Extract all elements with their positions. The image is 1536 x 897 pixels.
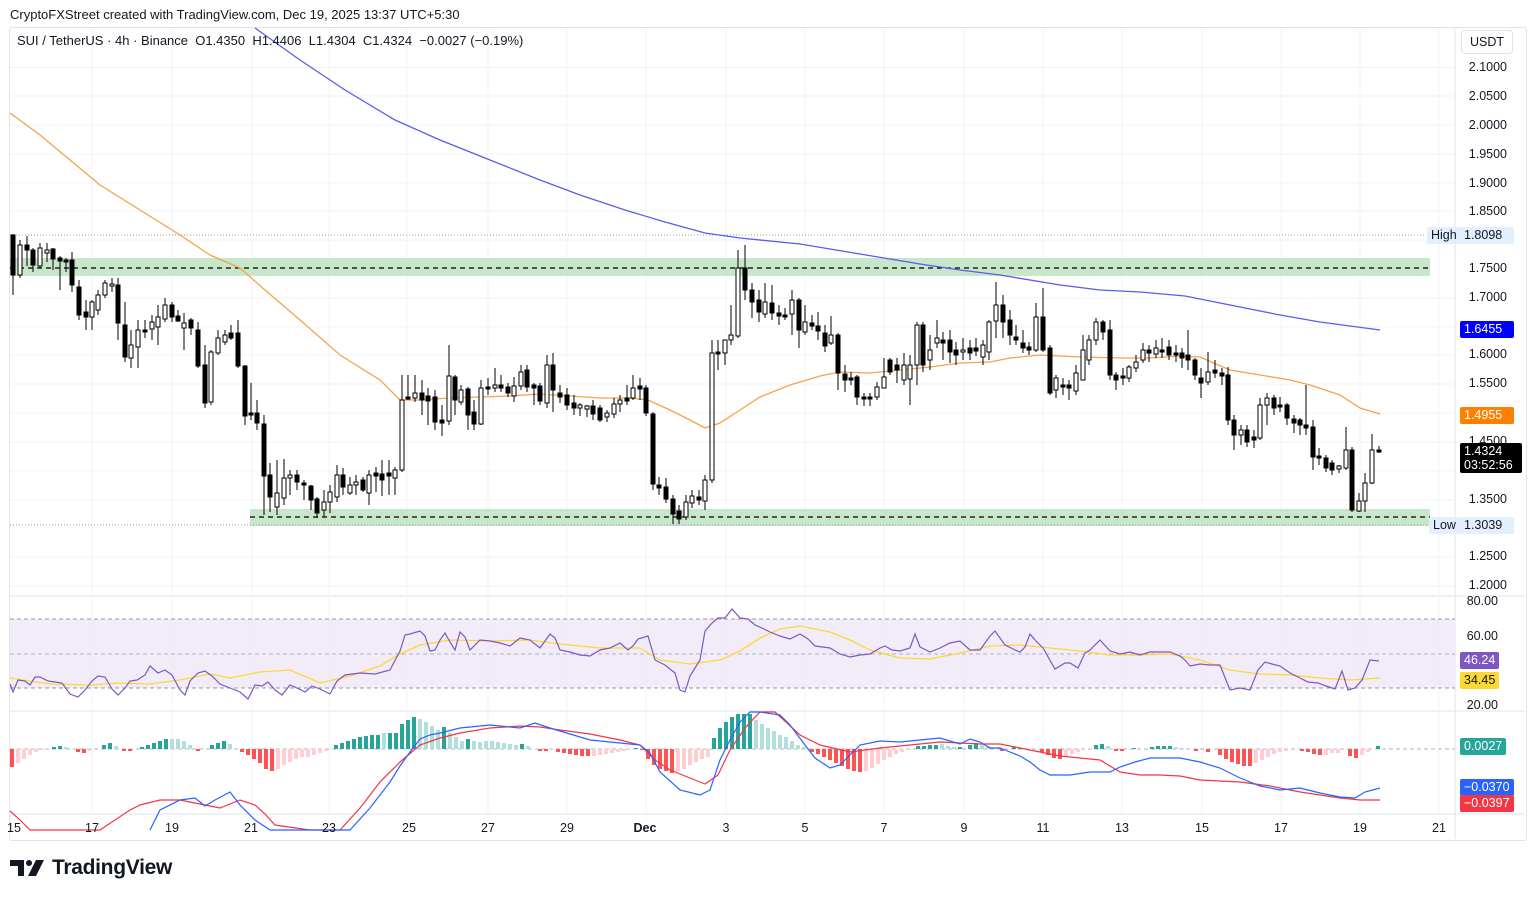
price-tick: 1.2000 xyxy=(1468,578,1507,592)
bar-countdown: 03:52:56 xyxy=(1464,458,1513,472)
rsi-value-tag: 46.24 xyxy=(1460,652,1500,669)
last-price-value: 1.4324 xyxy=(1464,444,1503,458)
tradingview-logo-text: TradingView xyxy=(52,856,173,879)
macd-value-tag: −0.0370 xyxy=(1460,779,1514,796)
chart-frame xyxy=(9,27,1527,841)
time-tick: 3 xyxy=(722,821,730,835)
macd-histogram-tag: 0.0027 xyxy=(1460,738,1507,755)
price-tick: 2.1000 xyxy=(1468,60,1507,74)
time-tick: 15 xyxy=(7,821,21,835)
resistance-zone[interactable] xyxy=(10,258,1430,276)
signal-value-tag: −0.0397 xyxy=(1460,795,1514,812)
price-tick: 1.7500 xyxy=(1468,261,1507,275)
price-tick: 1.8500 xyxy=(1468,204,1507,218)
low-value-tag: 1.3039 xyxy=(1460,517,1514,534)
sma200-line[interactable] xyxy=(254,27,1381,331)
sma200-value-tag: 1.6455 xyxy=(1460,321,1514,338)
time-tick: 15 xyxy=(1195,821,1209,835)
currency-selector[interactable]: USDT xyxy=(1461,30,1513,54)
time-tick: 21 xyxy=(244,821,258,835)
tradingview-logo-icon xyxy=(10,860,44,876)
high-label: High xyxy=(1427,227,1461,244)
time-tick: 29 xyxy=(560,821,574,835)
candles[interactable] xyxy=(10,234,1382,524)
symbol-legend[interactable]: SUI / TetherUS · 4h · Binance O1.4350 H1… xyxy=(17,33,524,48)
price-tick: 2.0000 xyxy=(1468,118,1507,132)
time-tick: 11 xyxy=(1036,821,1050,835)
high-value-tag: 1.8098 xyxy=(1460,227,1514,244)
rsi-tick: 80.00 xyxy=(1466,594,1498,608)
price-tick: 1.3500 xyxy=(1468,492,1507,506)
last-price-tag: 1.4324 03:52:56 xyxy=(1460,443,1522,473)
price-tick: 1.7000 xyxy=(1468,290,1507,304)
macd-signal-line[interactable] xyxy=(9,711,1380,831)
chart-credit: CryptoFXStreet created with TradingView.… xyxy=(10,7,460,22)
time-tick: 13 xyxy=(1115,821,1129,835)
time-tick: 5 xyxy=(801,821,809,835)
price-tick: 1.2500 xyxy=(1468,549,1507,563)
price-tick: 1.9000 xyxy=(1468,176,1507,190)
sma50-value-tag: 1.4955 xyxy=(1460,407,1514,424)
time-tick-month: Dec xyxy=(633,821,657,835)
time-tick: 27 xyxy=(481,821,495,835)
time-tick: 23 xyxy=(322,821,336,835)
time-tick: 7 xyxy=(880,821,888,835)
time-tick: 19 xyxy=(165,821,179,835)
time-tick: 21 xyxy=(1432,821,1446,835)
rsi-line[interactable] xyxy=(9,608,1380,700)
time-tick: 19 xyxy=(1353,821,1367,835)
price-tick: 1.9500 xyxy=(1468,147,1507,161)
rsi-tick: 20.00 xyxy=(1466,698,1498,712)
time-gridlines xyxy=(91,28,1440,814)
time-tick: 9 xyxy=(960,821,968,835)
rsi-tick: 60.00 xyxy=(1466,629,1498,643)
tradingview-logo[interactable]: TradingView xyxy=(10,856,172,880)
macd-histogram[interactable] xyxy=(10,714,1380,773)
macd-line[interactable] xyxy=(149,711,1381,831)
price-gridlines xyxy=(10,67,1455,587)
price-tick: 1.6000 xyxy=(1468,347,1507,361)
time-tick: 17 xyxy=(85,821,99,835)
price-tick: 2.0500 xyxy=(1468,89,1507,103)
time-tick: 17 xyxy=(1274,821,1288,835)
low-label: Low xyxy=(1429,517,1460,534)
rsi-ma-value-tag: 34.45 xyxy=(1460,672,1500,689)
price-tick: 1.5500 xyxy=(1468,376,1507,390)
rsi-ma-line[interactable] xyxy=(9,625,1381,686)
time-tick: 25 xyxy=(402,821,416,835)
